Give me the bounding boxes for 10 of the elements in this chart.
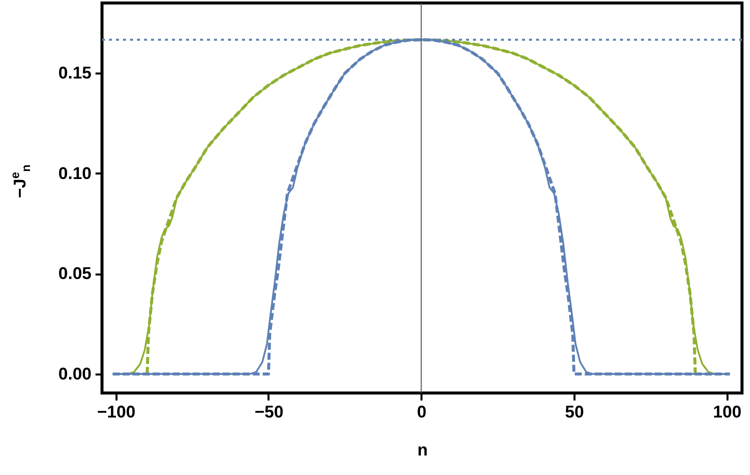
y-tick-label: 0.00 — [58, 364, 92, 384]
x-tick-label: 100 — [713, 402, 742, 422]
x-tick-label: 0 — [417, 402, 426, 422]
x-axis-title: n — [417, 440, 428, 460]
y-tick-label: 0.15 — [58, 64, 92, 83]
y-tick-label: 0.05 — [58, 264, 92, 284]
x-tick-label: −50 — [254, 402, 284, 422]
x-tick-label: −100 — [97, 402, 136, 422]
x-tick-label: 50 — [565, 402, 584, 422]
y-tick-label: 0.10 — [58, 164, 92, 183]
